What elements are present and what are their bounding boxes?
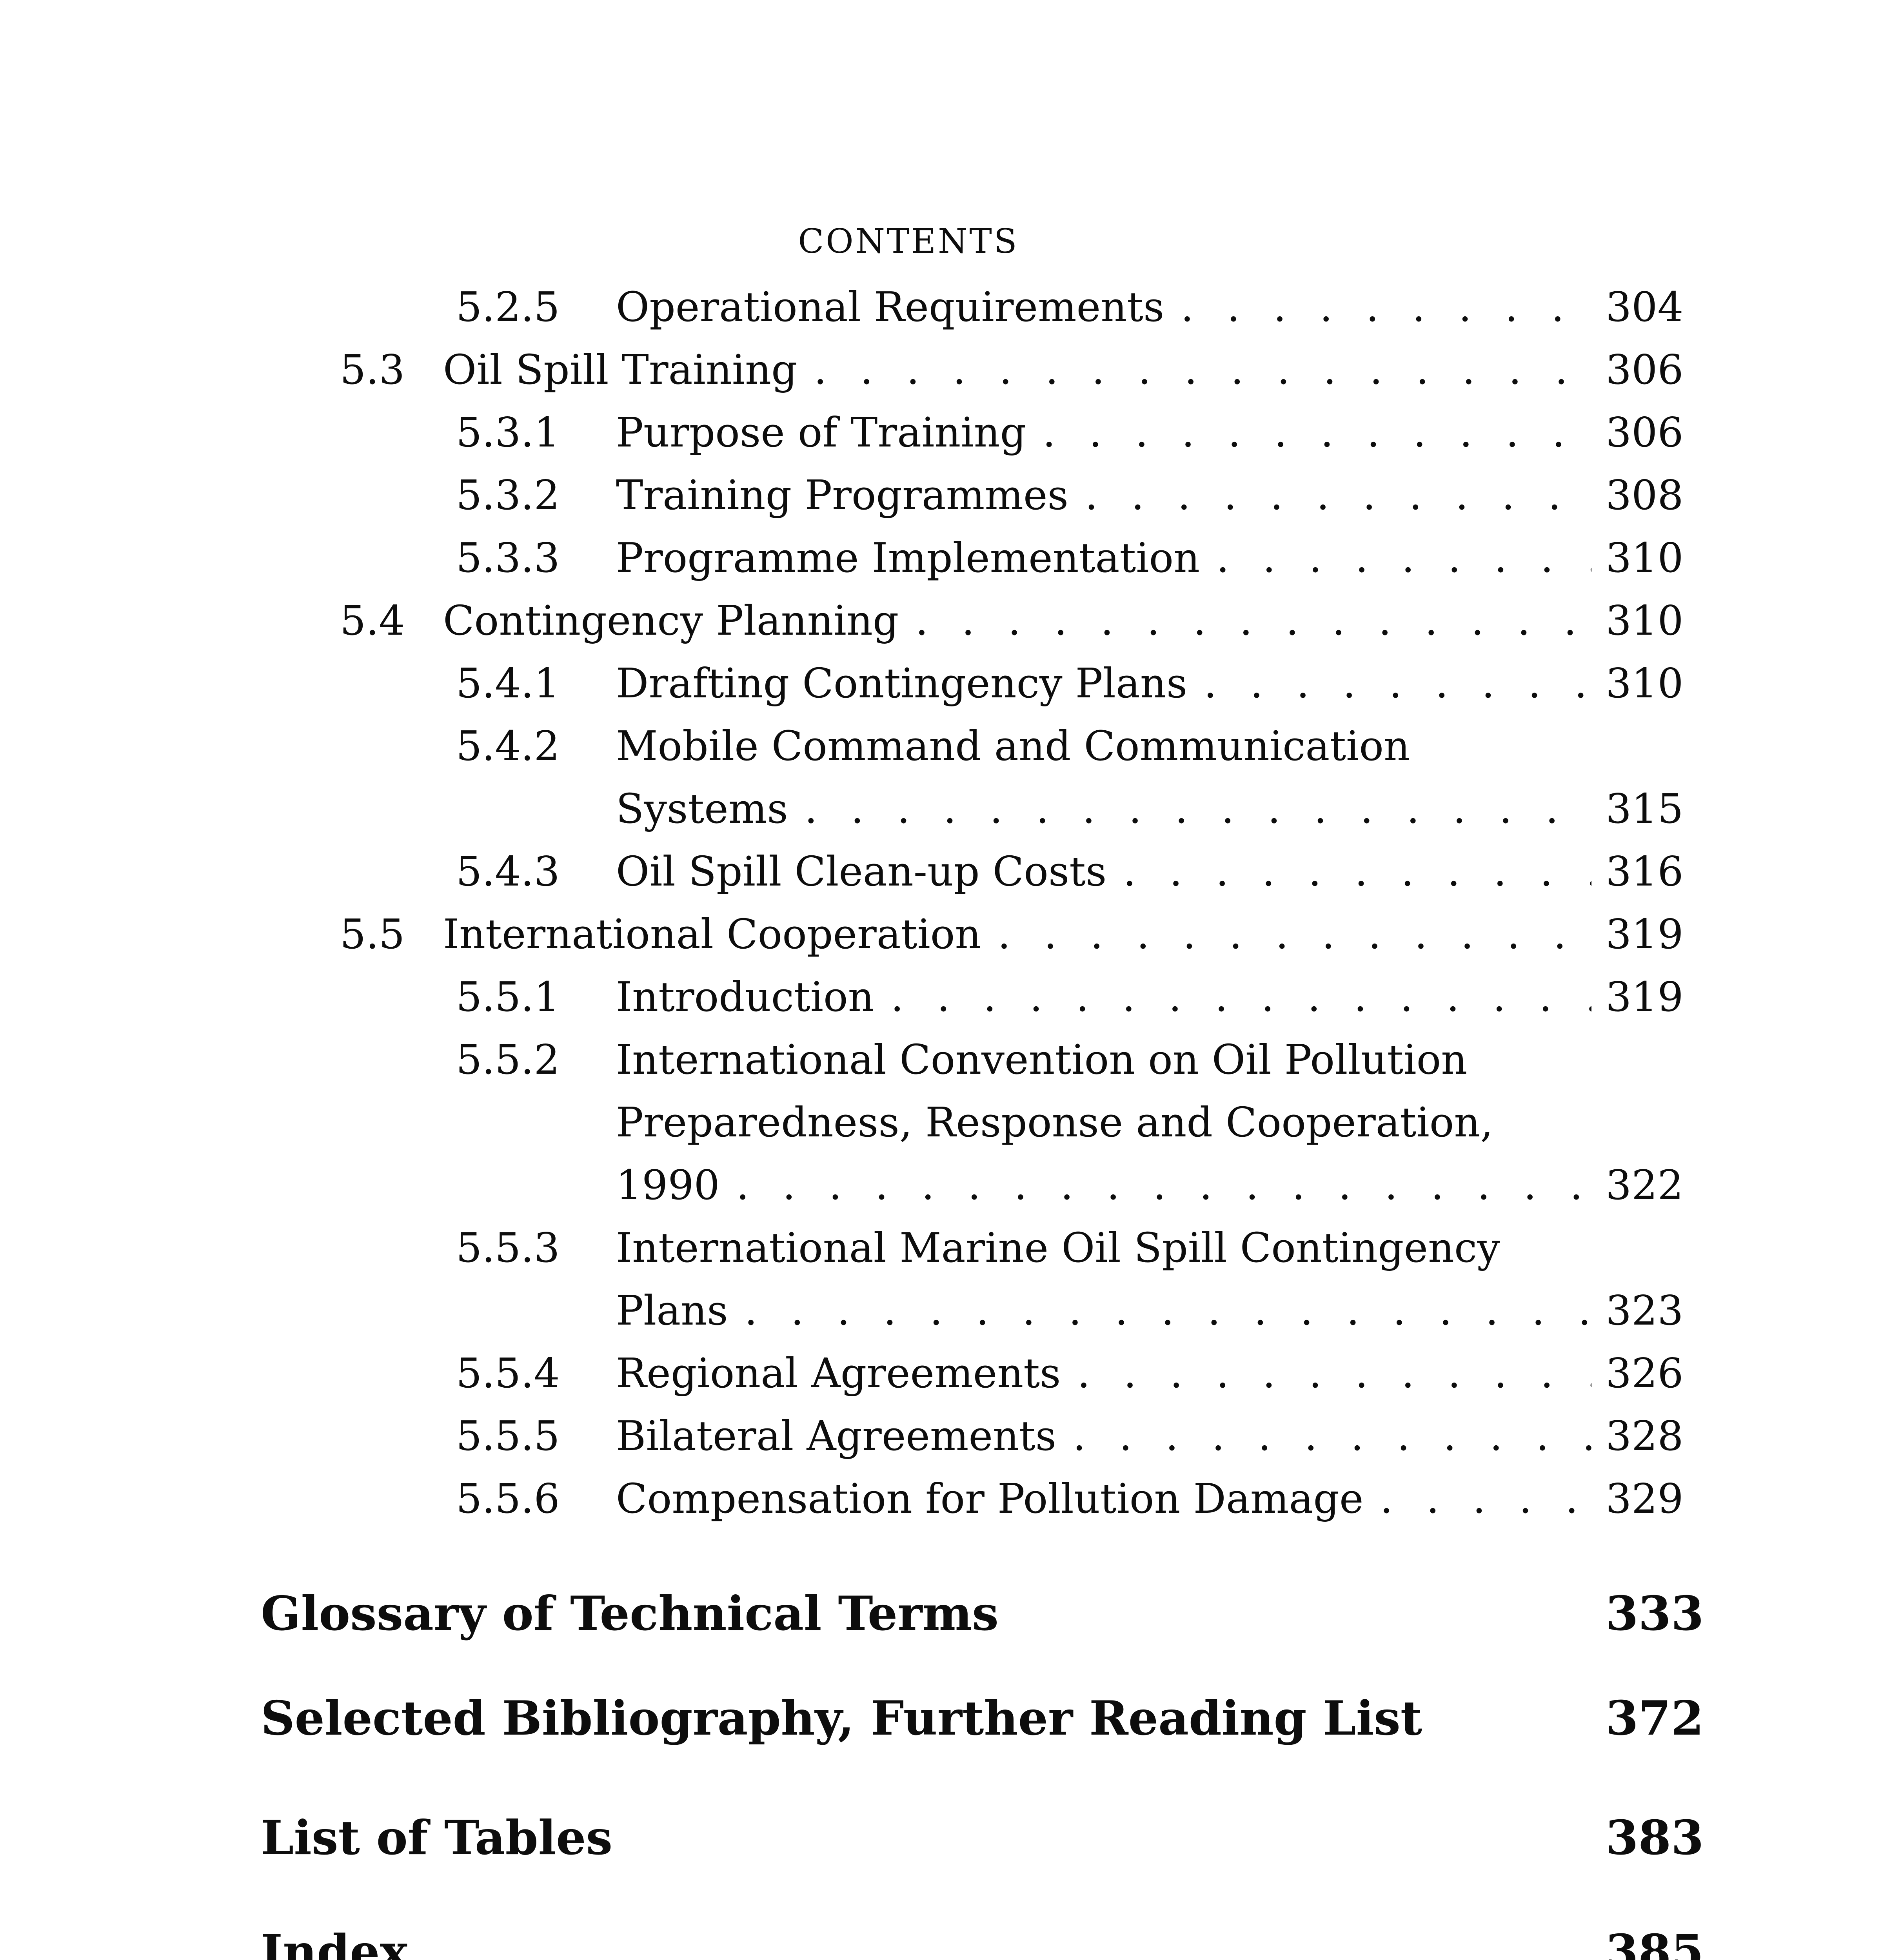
toc-entry-page: 310 — [1606, 534, 1684, 582]
toc-entry-title: Oil Spill Clean-up Costs — [616, 848, 1107, 895]
toc-entry-title: Oil Spill Training — [443, 346, 797, 394]
toc-row: 5.5 International Cooperation 319 — [261, 910, 1684, 973]
toc-entry-number: 5.5.2 — [456, 1036, 560, 1083]
toc-row: 5.5.2 International Convention on Oil Pol… — [261, 1036, 1674, 1098]
toc-row-continuation: Preparedness, Response and Cooperation, — [261, 1098, 1674, 1161]
toc-row: 5.5.4 Regional Agreements 326 — [261, 1349, 1684, 1412]
toc-row: 5.4.3 Oil Spill Clean-up Costs 316 — [261, 848, 1684, 910]
toc-entry-title: Plans — [616, 1287, 728, 1334]
section-title: Glossary of Technical Terms — [261, 1586, 999, 1641]
toc-entry-number: 5.3.1 — [456, 408, 560, 456]
toc-entry-page: 326 — [1606, 1349, 1684, 1397]
toc-entry-title: International Marine Oil Spill Contingen… — [616, 1224, 1500, 1272]
toc-row: 5.5.3 International Marine Oil Spill Cont… — [261, 1224, 1674, 1287]
toc-entry-number: 5.4 — [340, 597, 405, 644]
toc-entry-page: 306 — [1606, 408, 1684, 456]
toc-entry-page: 308 — [1606, 471, 1684, 519]
toc-row: 5.3 Oil Spill Training 306 — [261, 346, 1684, 408]
page-title: CONTENTS — [798, 222, 1019, 261]
toc-entry-title: Programme Implementation — [616, 534, 1200, 582]
toc-entry-title: Systems — [616, 785, 788, 833]
toc-entry-page: 306 — [1606, 346, 1684, 394]
toc-entry-page: 322 — [1606, 1161, 1684, 1209]
toc-entry-number: 5.5 — [340, 910, 405, 958]
toc-entry-number: 5.4.3 — [456, 848, 560, 895]
toc-entry-title: Bilateral Agreements — [616, 1412, 1057, 1460]
toc-entry-number: 5.5.5 — [456, 1412, 560, 1460]
toc-entry-number: 5.4.2 — [456, 722, 560, 770]
section-row: List of Tables 383 — [261, 1810, 1704, 1889]
toc-row: 5.4 Contingency Planning 310 — [261, 597, 1684, 659]
section-title: Selected Bibliography, Further Reading L… — [261, 1691, 1422, 1746]
toc-entry-title: International Cooperation — [443, 910, 981, 958]
toc-entry-page: 319 — [1606, 973, 1684, 1021]
toc-entry-title: Training Programmes — [616, 471, 1068, 519]
section-title: Index — [261, 1924, 408, 1960]
toc-entry-page: 310 — [1606, 597, 1684, 644]
toc-entry-title: International Convention on Oil Pollutio… — [616, 1036, 1468, 1083]
toc-row: 5.3.1 Purpose of Training 306 — [261, 408, 1684, 471]
toc-entry-title: Operational Requirements — [616, 283, 1164, 331]
toc-entry-title: Contingency Planning — [443, 597, 899, 644]
toc-entry-number: 5.3.2 — [456, 471, 560, 519]
toc-entry-number: 5.3 — [340, 346, 405, 394]
toc-entry-title: 1990 — [616, 1161, 720, 1209]
toc-entry-page: 329 — [1606, 1475, 1684, 1523]
toc-entry-number: 5.3.3 — [456, 534, 560, 582]
toc-entry-page: 304 — [1606, 283, 1684, 331]
toc-entry-title: Introduction — [616, 973, 874, 1021]
toc-entry-page: 310 — [1606, 659, 1684, 707]
toc-entry-number: 5.5.3 — [456, 1224, 560, 1272]
toc-entry-number: 5.4.1 — [456, 659, 560, 707]
toc-entry-page: 319 — [1606, 910, 1684, 958]
toc-row-continuation: 1990 322 — [261, 1161, 1684, 1224]
toc-entry-title: Purpose of Training — [616, 408, 1026, 456]
toc-entry-title: Preparedness, Response and Cooperation, — [616, 1098, 1493, 1146]
toc-row: 5.4.1 Drafting Contingency Plans 310 — [261, 659, 1684, 722]
toc-entry-page: 316 — [1606, 848, 1684, 895]
toc-entry-title: Compensation for Pollution Damage — [616, 1475, 1364, 1523]
toc-entry-number: 5.5.1 — [456, 973, 560, 1021]
toc-entry-number: 5.2.5 — [456, 283, 560, 331]
toc-entry-title: Regional Agreements — [616, 1349, 1061, 1397]
toc-row-continuation: Systems 315 — [261, 785, 1684, 848]
toc-entry-number: 5.5.4 — [456, 1349, 560, 1397]
toc-row: 5.2.5 Operational Requirements 304 — [261, 283, 1684, 346]
toc-row-continuation: Plans 323 — [261, 1287, 1684, 1349]
table-of-contents: 5.2.5 Operational Requirements 304 5.3 Oil … — [261, 283, 1684, 1537]
toc-entry-title: Drafting Contingency Plans — [616, 659, 1188, 707]
toc-entry-number: 5.5.6 — [456, 1475, 560, 1523]
toc-row: 5.4.2 Mobile Command and Communication — [261, 722, 1674, 785]
toc-row: 5.5.6 Compensation for Pollution Damage 32… — [261, 1475, 1684, 1537]
toc-row: 5.3.3 Programme Implementation 310 — [261, 534, 1684, 597]
toc-row: 5.5.1 Introduction 319 — [261, 973, 1684, 1036]
toc-entry-page: 328 — [1606, 1412, 1684, 1460]
toc-row: 5.3.2 Training Programmes 308 — [261, 471, 1684, 534]
toc-entry-page: 323 — [1606, 1287, 1684, 1334]
toc-row: 5.5.5 Bilateral Agreements 328 — [261, 1412, 1684, 1475]
section-title: List of Tables — [261, 1810, 613, 1866]
toc-entry-title: Mobile Command and Communication — [616, 722, 1410, 770]
toc-entry-page: 315 — [1606, 785, 1684, 833]
